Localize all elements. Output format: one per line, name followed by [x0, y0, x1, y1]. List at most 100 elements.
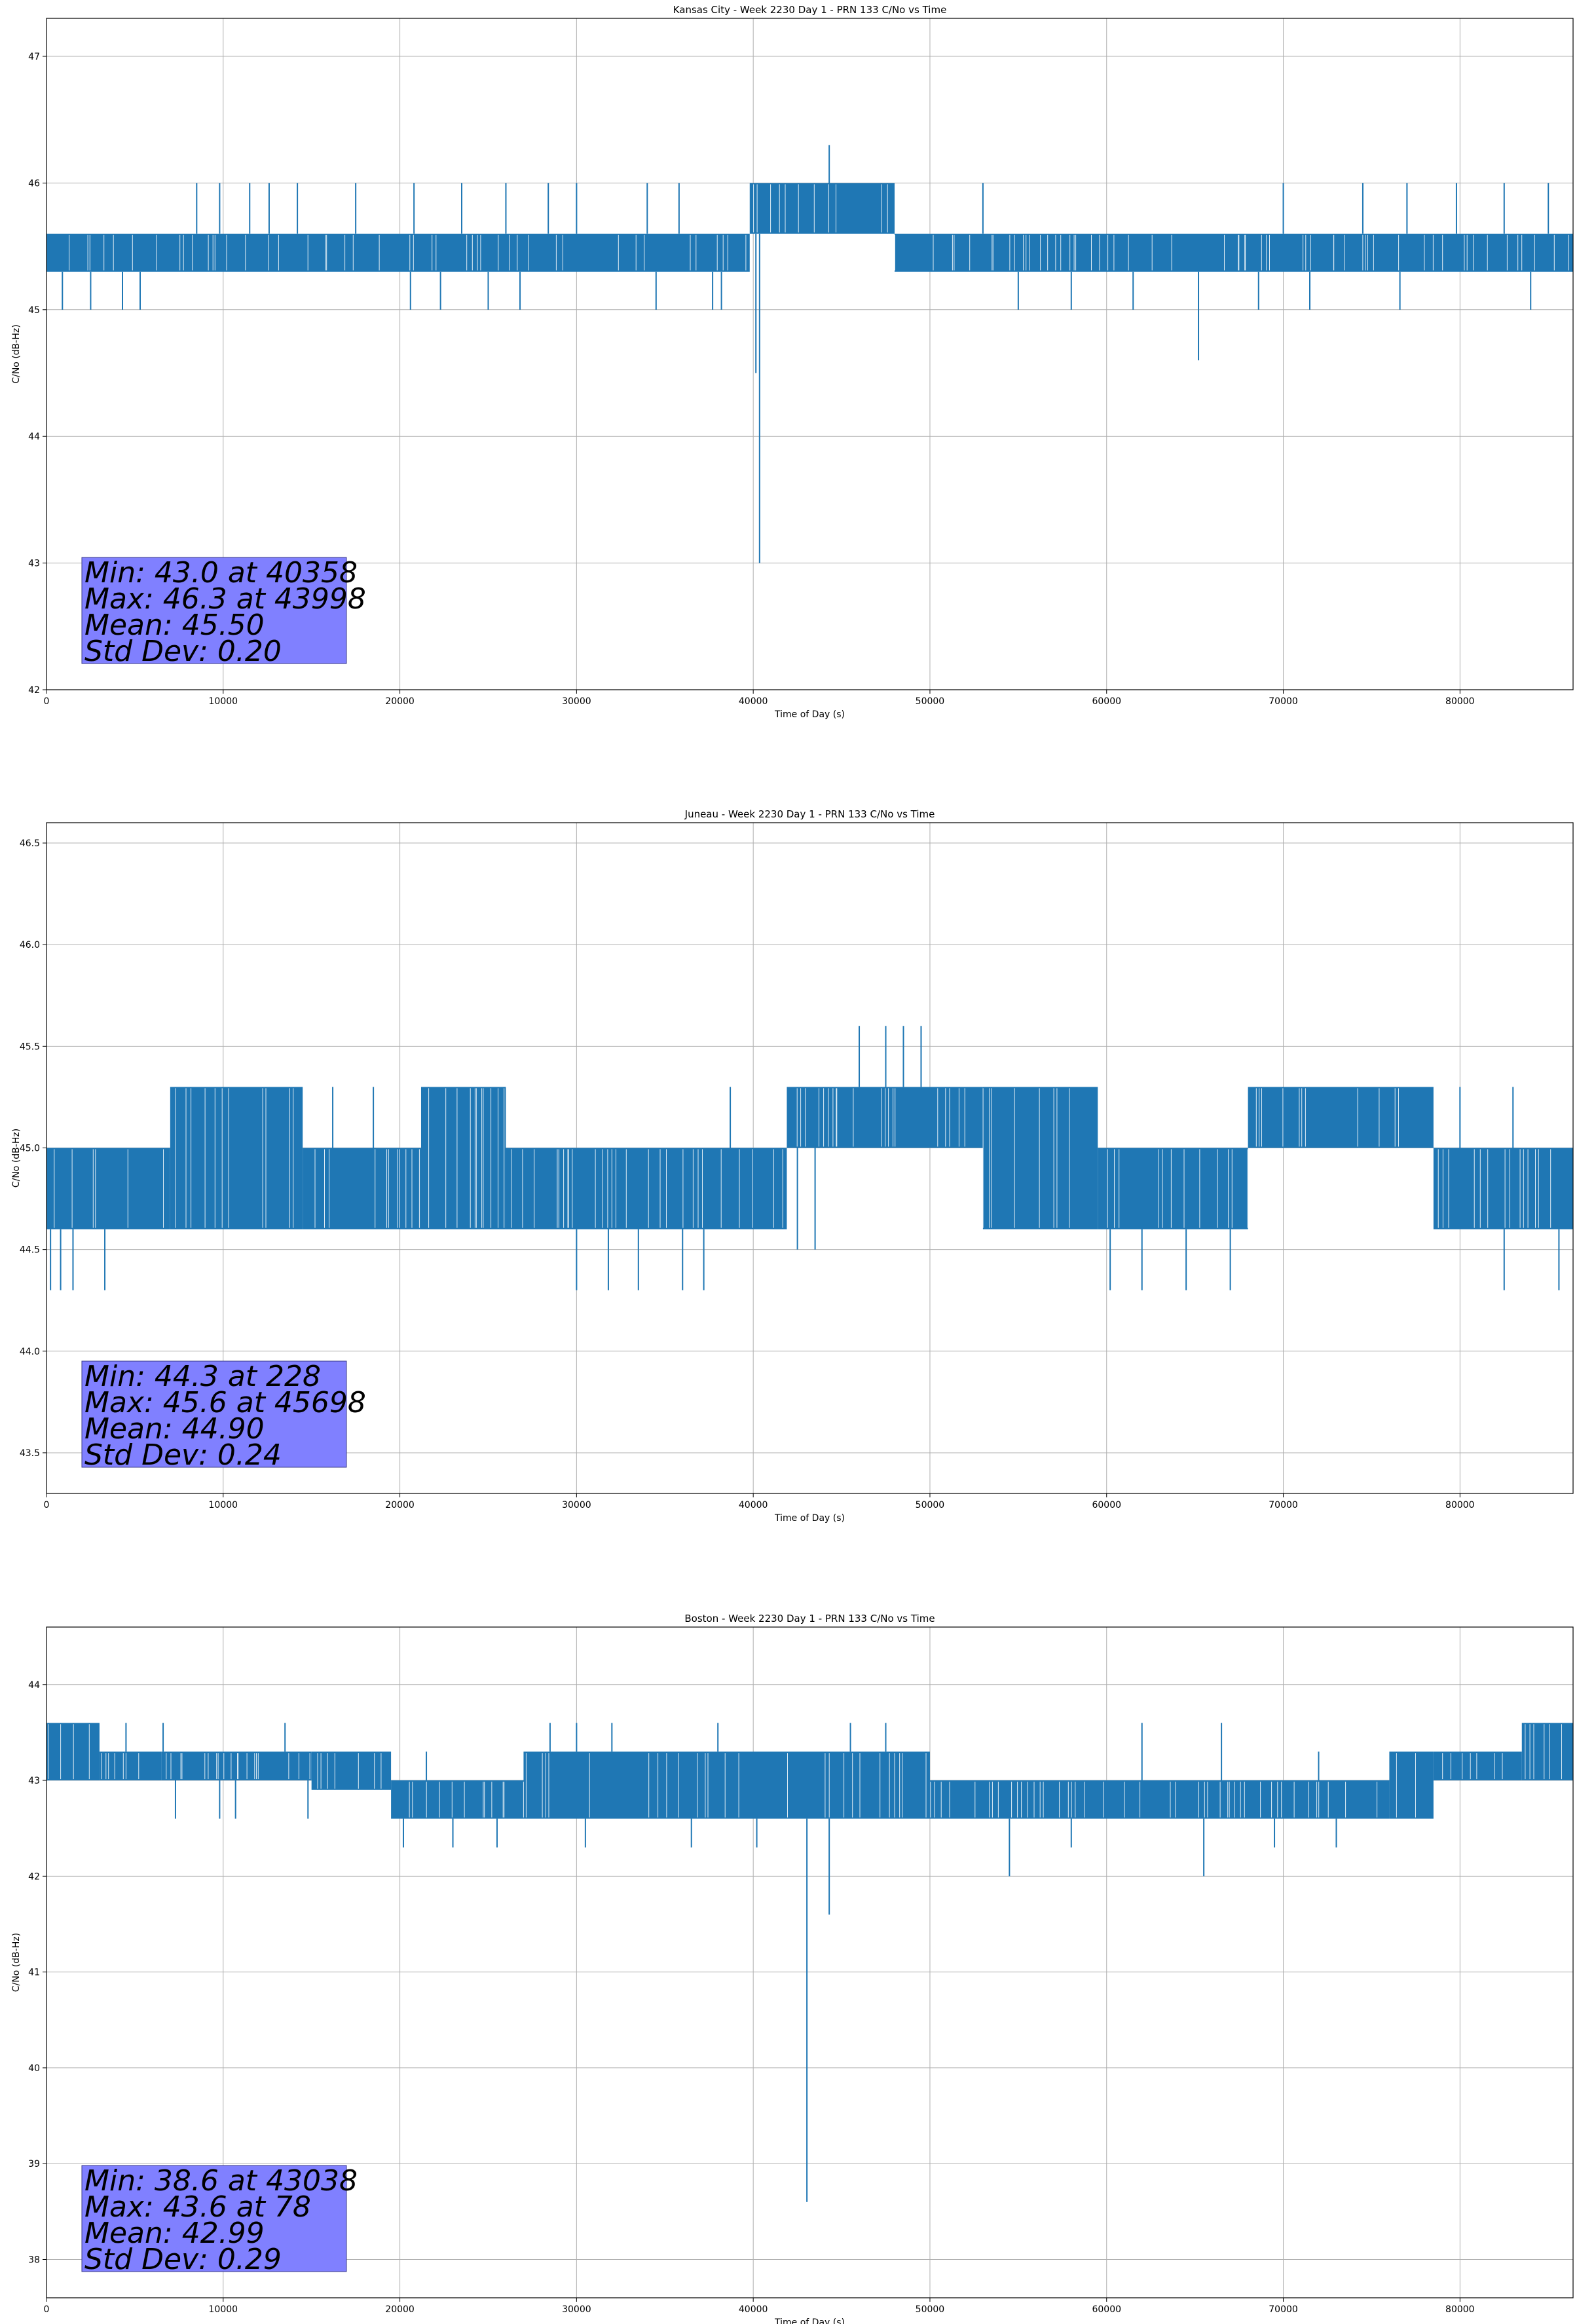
y-tick-label: 42 — [28, 1871, 40, 1882]
data-band — [895, 233, 1573, 272]
stats-max: Max: 43.6 at 78 — [84, 2190, 311, 2224]
y-tick-label: 45 — [28, 305, 40, 316]
chart-panel-1: Kansas City - Week 2230 Day 1 - PRN 133 … — [11, 4, 1574, 720]
data-band — [1433, 1752, 1522, 1781]
stats-min: Min: 38.6 at 43038 — [84, 2164, 358, 2198]
y-tick-label: 38 — [28, 2255, 40, 2265]
y-tick-label: 43.5 — [20, 1448, 40, 1459]
x-tick-label: 70000 — [1269, 696, 1298, 707]
y-tick-label: 42 — [28, 685, 40, 696]
chart-panel-3: Boston - Week 2230 Day 1 - PRN 133 C/No … — [11, 1613, 1574, 2324]
y-tick-label: 44 — [28, 1680, 40, 1691]
stats-std: Std Dev: 0.29 — [84, 2243, 282, 2276]
x-tick-label: 20000 — [385, 1500, 415, 1510]
stats-max: Max: 46.3 at 43998 — [84, 582, 366, 616]
data-band — [1389, 1752, 1434, 1819]
chart-panel-2: Juneau - Week 2230 Day 1 - PRN 133 C/No … — [11, 808, 1574, 1524]
x-tick-label: 0 — [44, 2304, 50, 2315]
y-tick-label: 45.0 — [20, 1143, 40, 1153]
stats-min: Min: 44.3 at 228 — [84, 1360, 321, 1393]
stats-box — [81, 2165, 347, 2272]
data-band — [46, 1148, 170, 1229]
y-tick-label: 44 — [28, 432, 40, 442]
stats-min: Min: 43.0 at 40358 — [84, 556, 358, 590]
y-tick-label: 43 — [28, 1776, 40, 1786]
data-band — [99, 1752, 162, 1781]
data-band — [391, 1780, 524, 1819]
x-tick-label: 30000 — [562, 696, 591, 707]
cno-series — [46, 145, 1573, 563]
stats-box — [81, 557, 347, 664]
axes-frame — [46, 822, 1574, 1494]
x-tick-label: 0 — [44, 696, 50, 707]
y-tick-label: 44.5 — [20, 1245, 40, 1256]
x-tick-label: 30000 — [562, 1500, 591, 1510]
y-tick-label: 46 — [28, 178, 40, 189]
x-tick-label: 40000 — [739, 1500, 768, 1510]
chart-title: Kansas City - Week 2230 Day 1 - PRN 133 … — [673, 4, 947, 16]
data-band — [303, 1148, 421, 1229]
cno-series — [46, 1723, 1573, 2202]
y-axis-label: C/No (dB-Hz) — [11, 324, 22, 383]
x-tick-label: 60000 — [1092, 2304, 1121, 2315]
stats-std: Std Dev: 0.20 — [84, 635, 282, 668]
x-tick-label: 70000 — [1269, 2304, 1298, 2315]
x-tick-label: 10000 — [209, 1500, 238, 1510]
data-band-gaps — [54, 1088, 1551, 1228]
x-tick-label: 40000 — [739, 2304, 768, 2315]
x-tick-label: 40000 — [739, 696, 768, 707]
y-tick-label: 44.0 — [20, 1347, 40, 1357]
stats-box — [81, 1360, 347, 1468]
y-tick-label: 41 — [28, 1968, 40, 1978]
stats-max: Max: 45.6 at 45698 — [84, 1386, 366, 1419]
data-band — [982, 1087, 1098, 1229]
x-tick-label: 30000 — [562, 2304, 591, 2315]
axes-frame — [46, 18, 1574, 690]
x-tick-label: 50000 — [916, 2304, 945, 2315]
y-axis-label: C/No (dB-Hz) — [11, 1129, 22, 1188]
x-axis-label: Time of Day (s) — [774, 2317, 845, 2324]
data-band — [161, 1752, 312, 1781]
data-band — [523, 1752, 930, 1819]
data-band — [1521, 1723, 1573, 1781]
data-band — [420, 1087, 506, 1229]
data-band — [1433, 1148, 1573, 1229]
data-band — [787, 1087, 983, 1148]
data-band — [929, 1780, 1390, 1819]
stats-std: Std Dev: 0.24 — [84, 1438, 282, 1472]
x-tick-label: 10000 — [209, 2304, 238, 2315]
x-tick-label: 60000 — [1092, 1500, 1121, 1510]
data-band — [170, 1087, 303, 1229]
data-band — [506, 1148, 787, 1229]
x-tick-label: 50000 — [916, 1500, 945, 1510]
x-tick-label: 20000 — [385, 2304, 415, 2315]
data-band — [1248, 1087, 1434, 1148]
x-tick-label: 10000 — [209, 696, 238, 707]
y-axis-label: C/No (dB-Hz) — [11, 1933, 22, 1992]
y-tick-label: 43 — [28, 559, 40, 569]
data-band-gaps — [48, 1724, 1562, 1818]
y-tick-label: 47 — [28, 52, 40, 62]
x-tick-label: 50000 — [916, 696, 945, 707]
data-band — [311, 1752, 392, 1790]
x-tick-label: 80000 — [1445, 1500, 1475, 1510]
x-tick-label: 80000 — [1445, 2304, 1475, 2315]
y-tick-label: 46.5 — [20, 838, 40, 849]
chart-title: Juneau - Week 2230 Day 1 - PRN 133 C/No … — [684, 808, 935, 820]
y-tick-label: 40 — [28, 2063, 40, 2074]
stats-mean: Mean: 42.99 — [84, 2217, 265, 2250]
stats-mean: Mean: 45.50 — [84, 609, 265, 642]
x-axis-label: Time of Day (s) — [774, 709, 845, 720]
data-band — [1098, 1148, 1248, 1229]
cno-series — [46, 1026, 1573, 1290]
stats-mean: Mean: 44.90 — [84, 1412, 265, 1446]
x-tick-label: 60000 — [1092, 696, 1121, 707]
data-band — [46, 1723, 100, 1781]
x-tick-label: 0 — [44, 1500, 50, 1510]
data-band-gaps — [69, 184, 1569, 271]
data-band — [46, 233, 750, 272]
axes-frame — [46, 1626, 1574, 2298]
y-tick-label: 46.0 — [20, 940, 40, 950]
y-tick-label: 39 — [28, 2159, 40, 2169]
